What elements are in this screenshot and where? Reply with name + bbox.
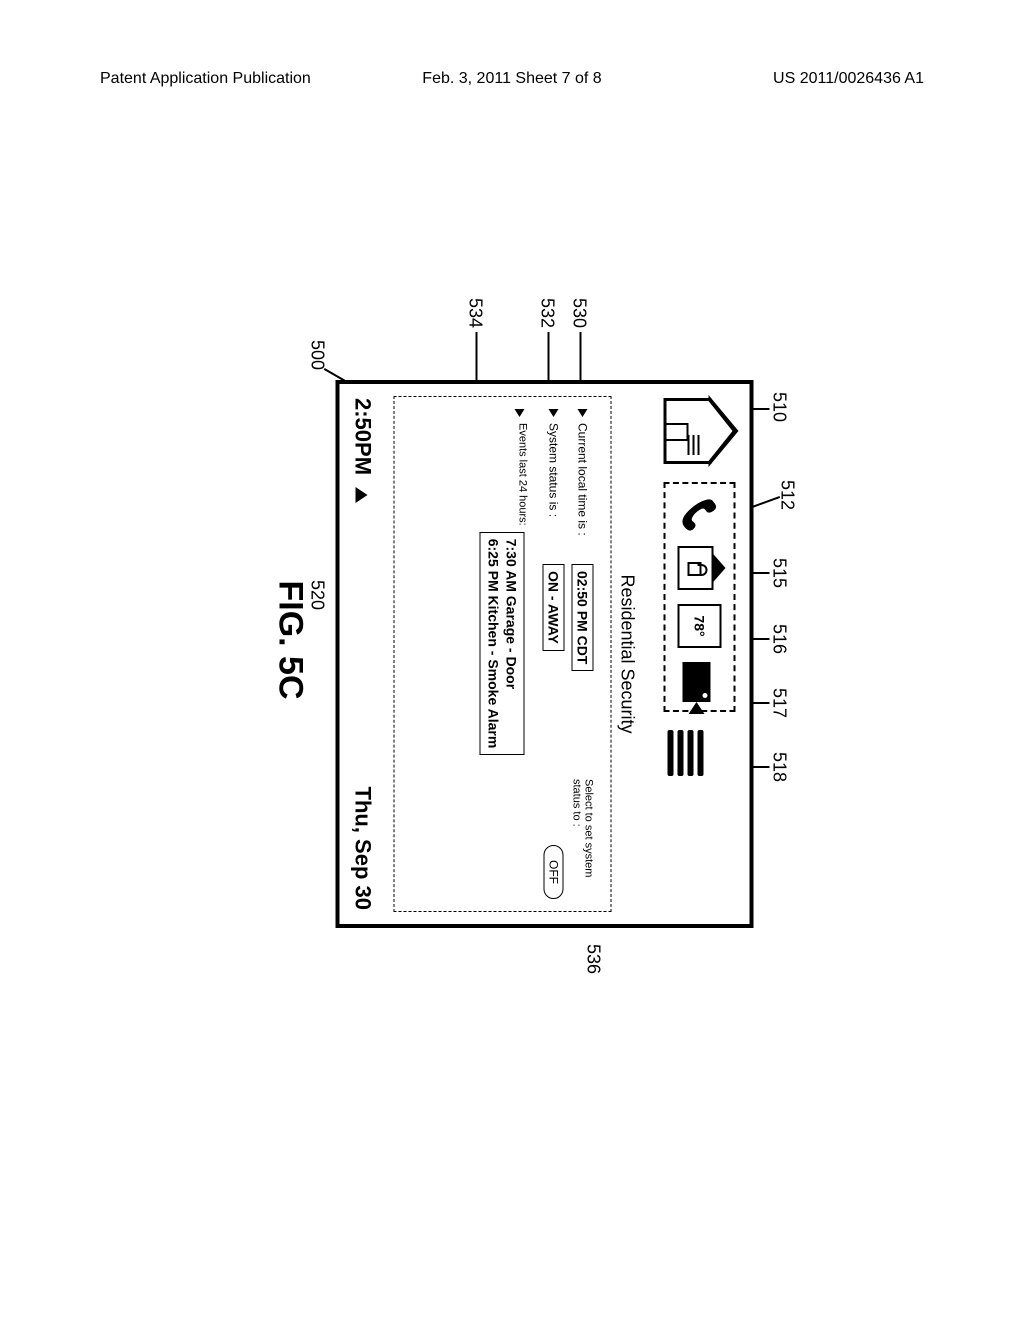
- ref-515: 515: [769, 558, 790, 588]
- ref-534: 534: [465, 298, 486, 328]
- ref-516: 516: [769, 624, 790, 654]
- events-label: Events last 24 hours:: [517, 423, 529, 526]
- time-row: Current local time is : 02:50 PM CDT Sel…: [571, 409, 595, 899]
- page: Patent Application Publication Feb. 3, 2…: [0, 0, 1024, 1320]
- camera-icon[interactable]: [683, 662, 711, 702]
- figure-caption: FIG. 5C: [271, 280, 310, 1000]
- home-icon: [664, 398, 712, 464]
- events-box: 7:30 AM Garage - Door 6:25 PM Kitchen - …: [480, 532, 525, 756]
- temperature-value: 78°: [692, 615, 708, 636]
- ref-518: 518: [769, 752, 790, 782]
- device-panel: 78° Residential Security Current local t…: [336, 380, 754, 928]
- icon-row: 78°: [664, 398, 736, 910]
- up-arrow-icon: [355, 487, 367, 503]
- footer-row: 2:50PM Thu, Sep 30: [350, 398, 376, 910]
- header-left: Patent Application Publication: [100, 70, 311, 88]
- page-header: Patent Application Publication Feb. 3, 2…: [100, 70, 924, 88]
- padlock-body-icon: [688, 562, 702, 576]
- ref-500: 500: [307, 340, 328, 370]
- ref-517: 517: [769, 688, 790, 718]
- time-label: Current local time is :: [576, 423, 590, 558]
- section-title: Residential Security: [617, 384, 638, 924]
- thermostat-icon[interactable]: 78°: [678, 604, 722, 648]
- bullet-icon: [578, 409, 588, 417]
- off-button[interactable]: OFF: [544, 845, 564, 899]
- status-value: ON - AWAY: [543, 564, 565, 651]
- header-center: Feb. 3, 2011 Sheet 7 of 8: [422, 70, 601, 88]
- ref-520: 520: [307, 580, 328, 610]
- time-value: 02:50 PM CDT: [572, 564, 594, 671]
- ref-532: 532: [537, 298, 558, 328]
- ref-510: 510: [769, 392, 790, 422]
- house-icon: [664, 398, 712, 464]
- ref-512: 512: [777, 480, 798, 510]
- house-lines-icon: [685, 435, 703, 455]
- app-icon-group: 78°: [664, 482, 736, 712]
- menu-grill-icon[interactable]: [664, 730, 708, 776]
- ref-536: 536: [583, 944, 604, 974]
- events-row: Events last 24 hours: 7:30 AM Garage - D…: [480, 409, 529, 899]
- footer-time: 2:50PM: [351, 398, 376, 475]
- status-row: System status is : ON - AWAY OFF: [543, 409, 565, 899]
- ref-530: 530: [569, 298, 590, 328]
- event-1: 7:30 AM Garage - Door: [502, 539, 520, 749]
- footer-date: Thu, Sep 30: [350, 787, 376, 910]
- header-right: US 2011/0026436 A1: [773, 70, 924, 88]
- bullet-icon: [515, 409, 525, 417]
- bullet-icon: [549, 409, 559, 417]
- status-label: System status is :: [547, 423, 561, 558]
- figure-rotated-wrap: 510 512 515 516 517 518 530 532 534 536 …: [271, 280, 754, 1000]
- phone-icon[interactable]: [680, 492, 720, 532]
- event-2: 6:25 PM Kitchen - Smoke Alarm: [485, 539, 503, 749]
- set-status-label: Select to set system status to :: [571, 779, 595, 899]
- camera-lens-icon: [703, 693, 708, 698]
- status-body: Current local time is : 02:50 PM CDT Sel…: [394, 396, 612, 912]
- security-icon[interactable]: [678, 546, 714, 590]
- figure: 510 512 515 516 517 518 530 532 534 536 …: [271, 280, 754, 1000]
